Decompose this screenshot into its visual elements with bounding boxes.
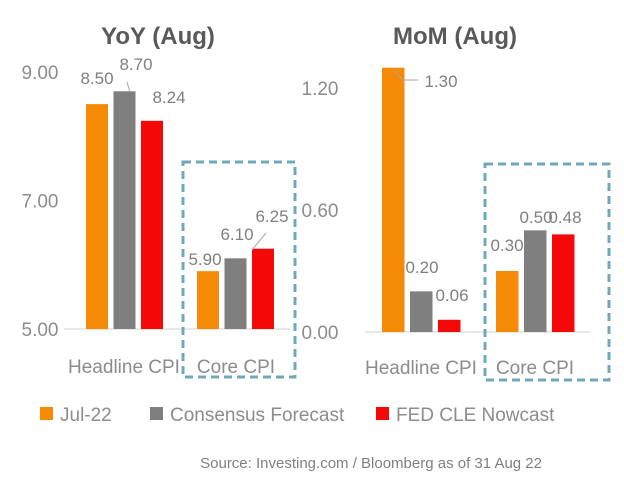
mom-bar-headline-cpi-consensus-forecast: [410, 291, 433, 332]
mom-data-label-leader: [393, 69, 403, 81]
yoy-y-tick-label: 9.00: [22, 63, 59, 84]
mom-data-label: 0.06: [435, 286, 468, 305]
legend-swatch-fed-cle-nowcast: [376, 407, 389, 420]
yoy-data-label: 8.70: [119, 55, 152, 74]
mom-bar-core-cpi-fed-cle-nowcast: [552, 234, 575, 332]
yoy-bar-headline-cpi-jul-22: [86, 104, 108, 329]
legend-swatch-consensus-forecast: [150, 407, 163, 420]
yoy-data-label: 8.50: [80, 69, 113, 88]
mom-y-tick-label: 0.00: [302, 323, 339, 344]
legend-label-consensus-forecast: Consensus Forecast: [170, 405, 345, 426]
mom-data-label: 0.48: [548, 208, 581, 227]
yoy-data-label-leader: [126, 81, 131, 93]
mom-data-label: 0.30: [490, 236, 523, 255]
mom-core-cpi-highlight-box: [483, 162, 611, 382]
mom-bar-headline-cpi-jul-22: [382, 67, 405, 333]
yoy-bar-core-cpi-consensus-forecast: [224, 258, 247, 329]
yoy-data-label: 6.25: [255, 207, 288, 226]
mom-data-label: 0.20: [405, 258, 438, 277]
yoy-bar-headline-cpi-fed-cle-nowcast: [141, 120, 163, 329]
legend-swatch-jul-22: [40, 407, 53, 420]
legend-label-fed-cle-nowcast: FED CLE Nowcast: [396, 405, 555, 426]
yoy-chart-title: YoY (Aug): [101, 23, 215, 50]
mom-data-label: 0.50: [519, 208, 552, 227]
yoy-core-cpi-highlight-box: [181, 160, 297, 379]
mom-y-tick-label: 0.60: [302, 201, 339, 222]
legend: Jul-22 Consensus Forecast FED CLE Nowcas…: [40, 405, 555, 426]
yoy-bar-core-cpi-fed-cle-nowcast: [252, 248, 274, 329]
mom-chart-title: MoM (Aug): [393, 23, 517, 50]
source-note: Source: Investing.com / Bloomberg as of …: [200, 455, 542, 472]
mom-category-label: Core CPI: [496, 358, 574, 379]
mom-data-label: 1.30: [424, 72, 457, 91]
yoy-bar-core-cpi-jul-22: [197, 271, 219, 329]
yoy-data-label: 5.90: [188, 250, 221, 269]
yoy-bar-headline-cpi-consensus-forecast: [113, 91, 136, 330]
mom-y-tick-label: 1.20: [302, 79, 339, 100]
mom-bar-headline-cpi-fed-cle-nowcast: [438, 319, 461, 332]
mom-bar-core-cpi-jul-22: [496, 271, 519, 332]
yoy-y-tick-label: 5.00: [22, 320, 59, 341]
yoy-data-label-leader: [251, 232, 267, 251]
yoy-data-label: 6.10: [220, 225, 253, 244]
legend-label-jul-22: Jul-22: [60, 405, 112, 426]
mom-category-label: Headline CPI: [365, 358, 477, 379]
yoy-category-label: Headline CPI: [68, 357, 180, 378]
yoy-y-tick-label: 7.00: [22, 192, 59, 213]
yoy-data-label: 8.24: [152, 88, 185, 107]
mom-bar-core-cpi-consensus-forecast: [524, 230, 547, 332]
yoy-category-label: Core CPI: [197, 357, 275, 378]
